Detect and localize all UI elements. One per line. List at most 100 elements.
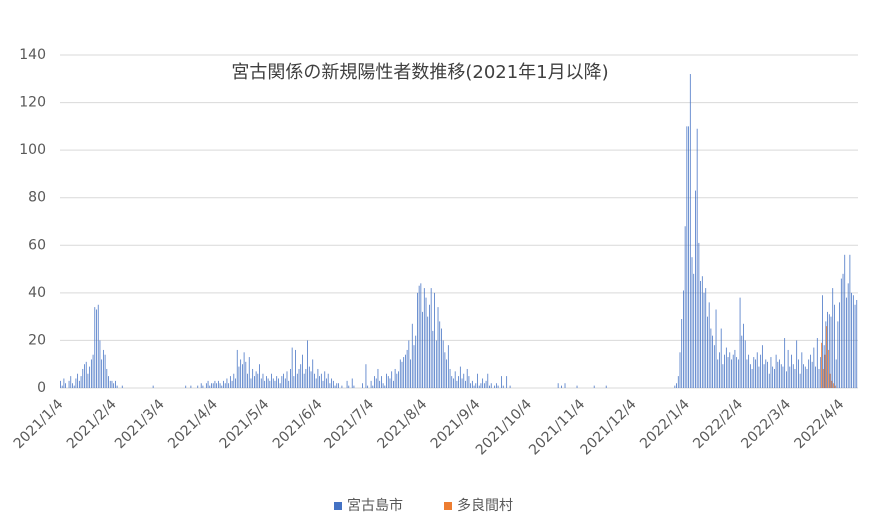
bar	[60, 380, 61, 388]
bar	[743, 323, 744, 388]
bar	[422, 311, 423, 388]
bar	[677, 376, 679, 388]
bar	[772, 366, 774, 388]
bar	[847, 283, 849, 388]
bar	[765, 359, 767, 388]
y-tick-label: 120	[19, 95, 46, 111]
bar	[332, 380, 334, 388]
bar	[684, 226, 686, 388]
bar	[826, 326, 828, 388]
bar	[113, 383, 115, 388]
bar	[823, 345, 825, 388]
bar	[688, 126, 689, 388]
bar	[85, 361, 87, 388]
bar	[274, 380, 276, 388]
bar	[217, 380, 219, 388]
bar	[782, 366, 784, 388]
bar	[202, 385, 204, 388]
bar	[410, 359, 411, 388]
bar	[820, 357, 822, 388]
bar	[295, 349, 296, 388]
bar	[708, 302, 710, 388]
bar	[92, 354, 94, 388]
bar	[695, 190, 696, 388]
bar	[288, 380, 290, 388]
bar	[842, 273, 844, 388]
bar	[787, 349, 789, 388]
bar	[753, 357, 755, 388]
bar	[262, 373, 264, 388]
bar	[271, 373, 272, 388]
bar	[190, 385, 192, 388]
bar	[727, 357, 729, 388]
bar	[761, 345, 763, 388]
bar	[475, 383, 477, 388]
bar	[477, 373, 478, 388]
bar	[73, 385, 75, 388]
bar	[432, 330, 434, 388]
bar	[734, 349, 736, 388]
bar	[207, 380, 209, 388]
bar	[121, 385, 123, 388]
bar	[240, 359, 242, 388]
bar	[810, 354, 811, 388]
bar	[106, 368, 108, 388]
bar	[255, 371, 257, 388]
bar	[495, 383, 497, 388]
bar	[84, 364, 85, 388]
bar	[839, 302, 840, 388]
bar	[300, 364, 302, 388]
bar	[391, 371, 393, 388]
bar	[683, 290, 684, 388]
bar	[336, 383, 338, 388]
bar	[348, 385, 350, 388]
bar	[756, 352, 758, 388]
bar	[269, 380, 271, 388]
bar	[808, 359, 810, 388]
bar	[375, 378, 377, 388]
bar	[703, 292, 705, 388]
bar	[367, 385, 369, 388]
bar	[437, 307, 439, 388]
bar	[312, 359, 314, 388]
bar	[296, 373, 298, 388]
bar	[101, 359, 103, 388]
legend-label: 宮古島市	[347, 497, 403, 514]
bar	[473, 385, 475, 388]
bar	[719, 352, 720, 388]
bar	[87, 373, 89, 388]
legend-swatch	[334, 502, 342, 510]
bar	[593, 385, 595, 388]
bar	[453, 378, 454, 388]
bar	[322, 380, 324, 388]
bar	[290, 368, 291, 388]
bar	[317, 368, 319, 388]
bar	[205, 383, 207, 388]
bar	[729, 352, 731, 388]
bar	[849, 254, 851, 388]
bar	[722, 364, 724, 388]
bar	[689, 74, 691, 389]
bar	[487, 373, 489, 388]
bar	[307, 340, 308, 388]
bar	[260, 378, 262, 388]
bar	[691, 257, 693, 388]
bar	[94, 307, 96, 388]
bar	[298, 368, 300, 388]
y-tick-label: 100	[19, 142, 46, 158]
bar	[365, 364, 367, 388]
bar	[413, 345, 415, 388]
bar	[830, 316, 832, 388]
bar	[794, 368, 796, 388]
bar	[102, 349, 104, 388]
bar	[712, 335, 713, 388]
bar	[605, 385, 607, 388]
bar	[758, 366, 760, 388]
bar	[326, 378, 327, 388]
bar	[468, 376, 470, 388]
bar	[707, 316, 708, 388]
bar	[840, 278, 842, 388]
bar	[415, 335, 417, 388]
